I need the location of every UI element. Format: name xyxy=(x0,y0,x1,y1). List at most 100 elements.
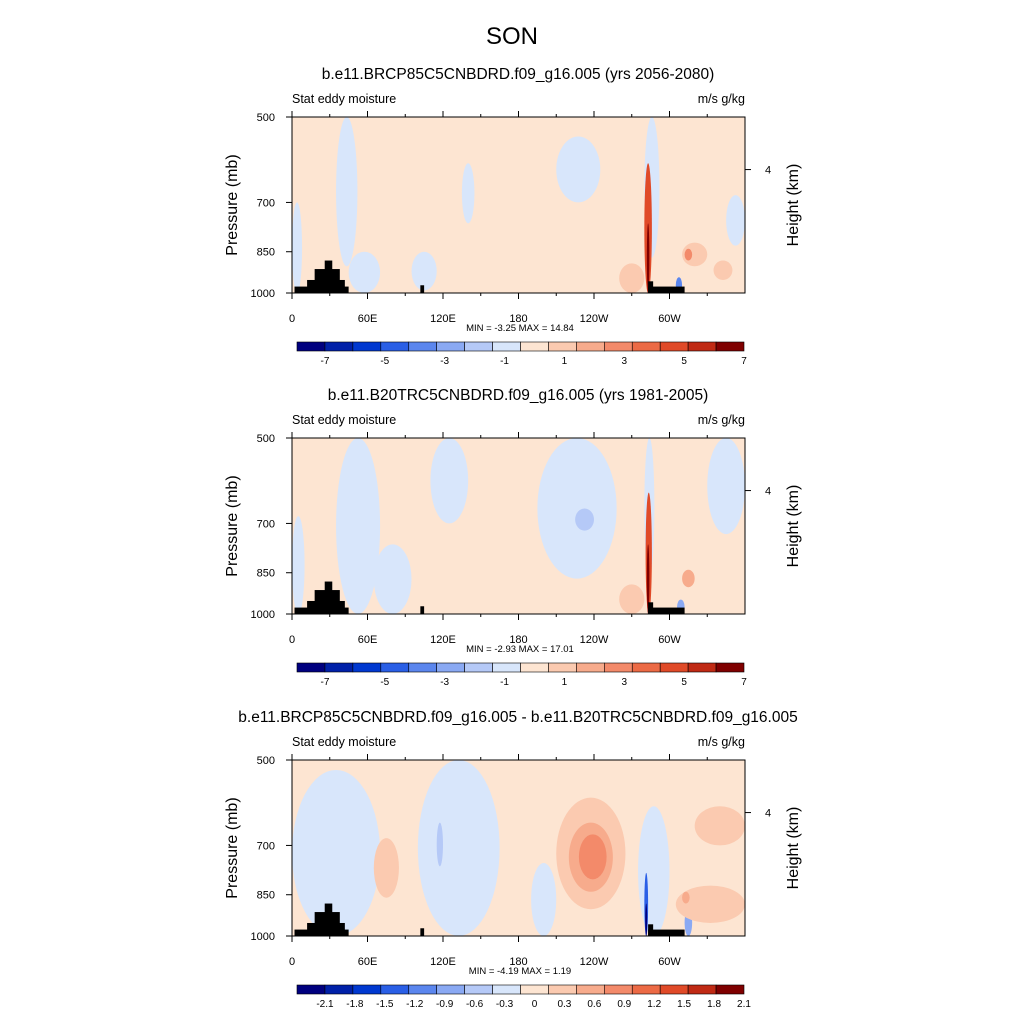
contour-region xyxy=(707,438,745,535)
colorbar-label: -5 xyxy=(380,356,389,367)
topography xyxy=(648,602,654,614)
colorbar-box xyxy=(631,341,661,352)
topography xyxy=(324,581,333,614)
contour-region xyxy=(726,195,745,246)
topography xyxy=(648,929,685,936)
left-string: Stat eddy moisture xyxy=(292,735,396,749)
colorbar-label: 5 xyxy=(681,356,687,367)
y-axis-title: Pressure (mb) xyxy=(224,154,241,255)
x-tick-label: 0 xyxy=(289,634,295,646)
topography xyxy=(420,928,425,936)
topography xyxy=(648,924,654,936)
colorbar-label: -3 xyxy=(440,677,449,688)
y-tick-label: 850 xyxy=(257,890,275,902)
contour-region xyxy=(373,838,399,898)
y-tick-label: 500 xyxy=(257,112,275,124)
colorbar-box xyxy=(659,984,689,995)
colorbar-box xyxy=(687,341,717,352)
y2-axis-title: Height (km) xyxy=(785,164,802,247)
colorbar-box xyxy=(464,662,493,673)
right-string: m/s g/kg xyxy=(698,92,745,106)
colorbar-box xyxy=(576,984,605,995)
topography xyxy=(420,606,425,614)
y-tick-label: 700 xyxy=(257,197,275,209)
colorbar-box xyxy=(687,662,717,673)
colorbar-box xyxy=(380,341,410,352)
colorbar-box xyxy=(604,984,633,995)
topography xyxy=(648,281,654,293)
colorbar-box xyxy=(548,341,577,352)
y2-tick-label: 4 xyxy=(765,486,771,498)
x-tick-label: 180 xyxy=(509,313,527,325)
colorbar-label: -3 xyxy=(440,356,449,367)
colorbar-box xyxy=(576,662,605,673)
y-tick-label: 700 xyxy=(257,840,275,852)
colorbar-box xyxy=(492,984,521,995)
x-tick-label: 60E xyxy=(358,956,378,968)
contour-region xyxy=(348,251,381,293)
panel-2: b.e11.B20TRC5CNBDRD.f09_g16.005 (yrs 198… xyxy=(224,387,802,688)
contour-region xyxy=(578,834,607,880)
colorbar: -7 -5 -3 -1 1 3 5 7 xyxy=(296,662,747,688)
colorbar-label: 2.1 xyxy=(737,999,751,1010)
colorbar-box xyxy=(380,662,410,673)
contour-region xyxy=(531,862,557,936)
contour-region xyxy=(638,806,670,936)
x-tick-label: 120W xyxy=(580,956,609,968)
colorbar-box xyxy=(436,984,465,995)
colorbar-label: -0.6 xyxy=(466,999,484,1010)
colorbar: -2.1 -1.8 -1.5 -1.2 -0.9 -0.6 -0.3 0 0.3 0.6 0.9 1.… xyxy=(296,984,751,1010)
colorbar-label: -0.3 xyxy=(496,999,514,1010)
y-tick-label: 1000 xyxy=(251,931,275,943)
x-tick-label: 120W xyxy=(580,634,609,646)
x-tick-label: 120E xyxy=(430,956,456,968)
colorbar-box xyxy=(464,341,493,352)
colorbar-label: 1 xyxy=(562,677,568,688)
colorbar-box xyxy=(715,341,745,352)
topography xyxy=(324,903,333,936)
colorbar-box xyxy=(324,662,354,673)
x-tick-label: 0 xyxy=(289,956,295,968)
colorbar-label: -7 xyxy=(320,356,329,367)
panel-3: b.e11.BRCP85C5CNBDRD.f09_g16.005 - b.e11… xyxy=(224,709,802,1010)
panel-1: b.e11.BRCP85C5CNBDRD.f09_g16.005 (yrs 20… xyxy=(224,66,802,367)
colorbar-box xyxy=(436,341,465,352)
colorbar-label: -7 xyxy=(320,677,329,688)
right-string: m/s g/kg xyxy=(698,413,745,427)
contour-region xyxy=(675,885,745,923)
contour-region xyxy=(430,438,469,524)
colorbar-label: 3 xyxy=(621,677,627,688)
colorbar-label: -1.2 xyxy=(406,999,424,1010)
x-tick-label: 120E xyxy=(430,634,456,646)
colorbar-box xyxy=(659,662,689,673)
contour-region xyxy=(619,584,645,614)
x-tick-label: 180 xyxy=(509,956,527,968)
min-max-stats: MIN = -4.19 MAX = 1.19 xyxy=(469,966,571,977)
colorbar-box xyxy=(408,341,437,352)
y-axis-title: Pressure (mb) xyxy=(224,475,241,576)
y2-axis-title: Height (km) xyxy=(785,485,802,568)
min-max-stats: MIN = -3.25 MAX = 14.84 xyxy=(466,323,574,334)
contour-region xyxy=(461,163,475,224)
x-tick-label: 60W xyxy=(658,956,681,968)
colorbar-label: 1.2 xyxy=(647,999,661,1010)
colorbar-label: 0 xyxy=(532,999,538,1010)
colorbar-box xyxy=(604,341,633,352)
contour-field xyxy=(292,117,745,293)
colorbar-box xyxy=(715,984,745,995)
y-tick-label: 850 xyxy=(257,568,275,580)
colorbar-box xyxy=(576,341,605,352)
colorbar-box xyxy=(548,662,577,673)
contour-region xyxy=(292,769,381,936)
contour-field xyxy=(292,760,745,936)
colorbar-box xyxy=(604,662,633,673)
panel-title: b.e11.B20TRC5CNBDRD.f09_g16.005 (yrs 198… xyxy=(328,387,709,404)
x-tick-label: 60E xyxy=(358,634,378,646)
colorbar-label: 0.6 xyxy=(587,999,601,1010)
colorbar-box xyxy=(687,984,717,995)
right-string: m/s g/kg xyxy=(698,735,745,749)
min-max-stats: MIN = -2.93 MAX = 17.01 xyxy=(466,644,574,655)
colorbar-box xyxy=(659,341,689,352)
colorbar-box xyxy=(324,341,354,352)
colorbar-label: -1.8 xyxy=(346,999,364,1010)
